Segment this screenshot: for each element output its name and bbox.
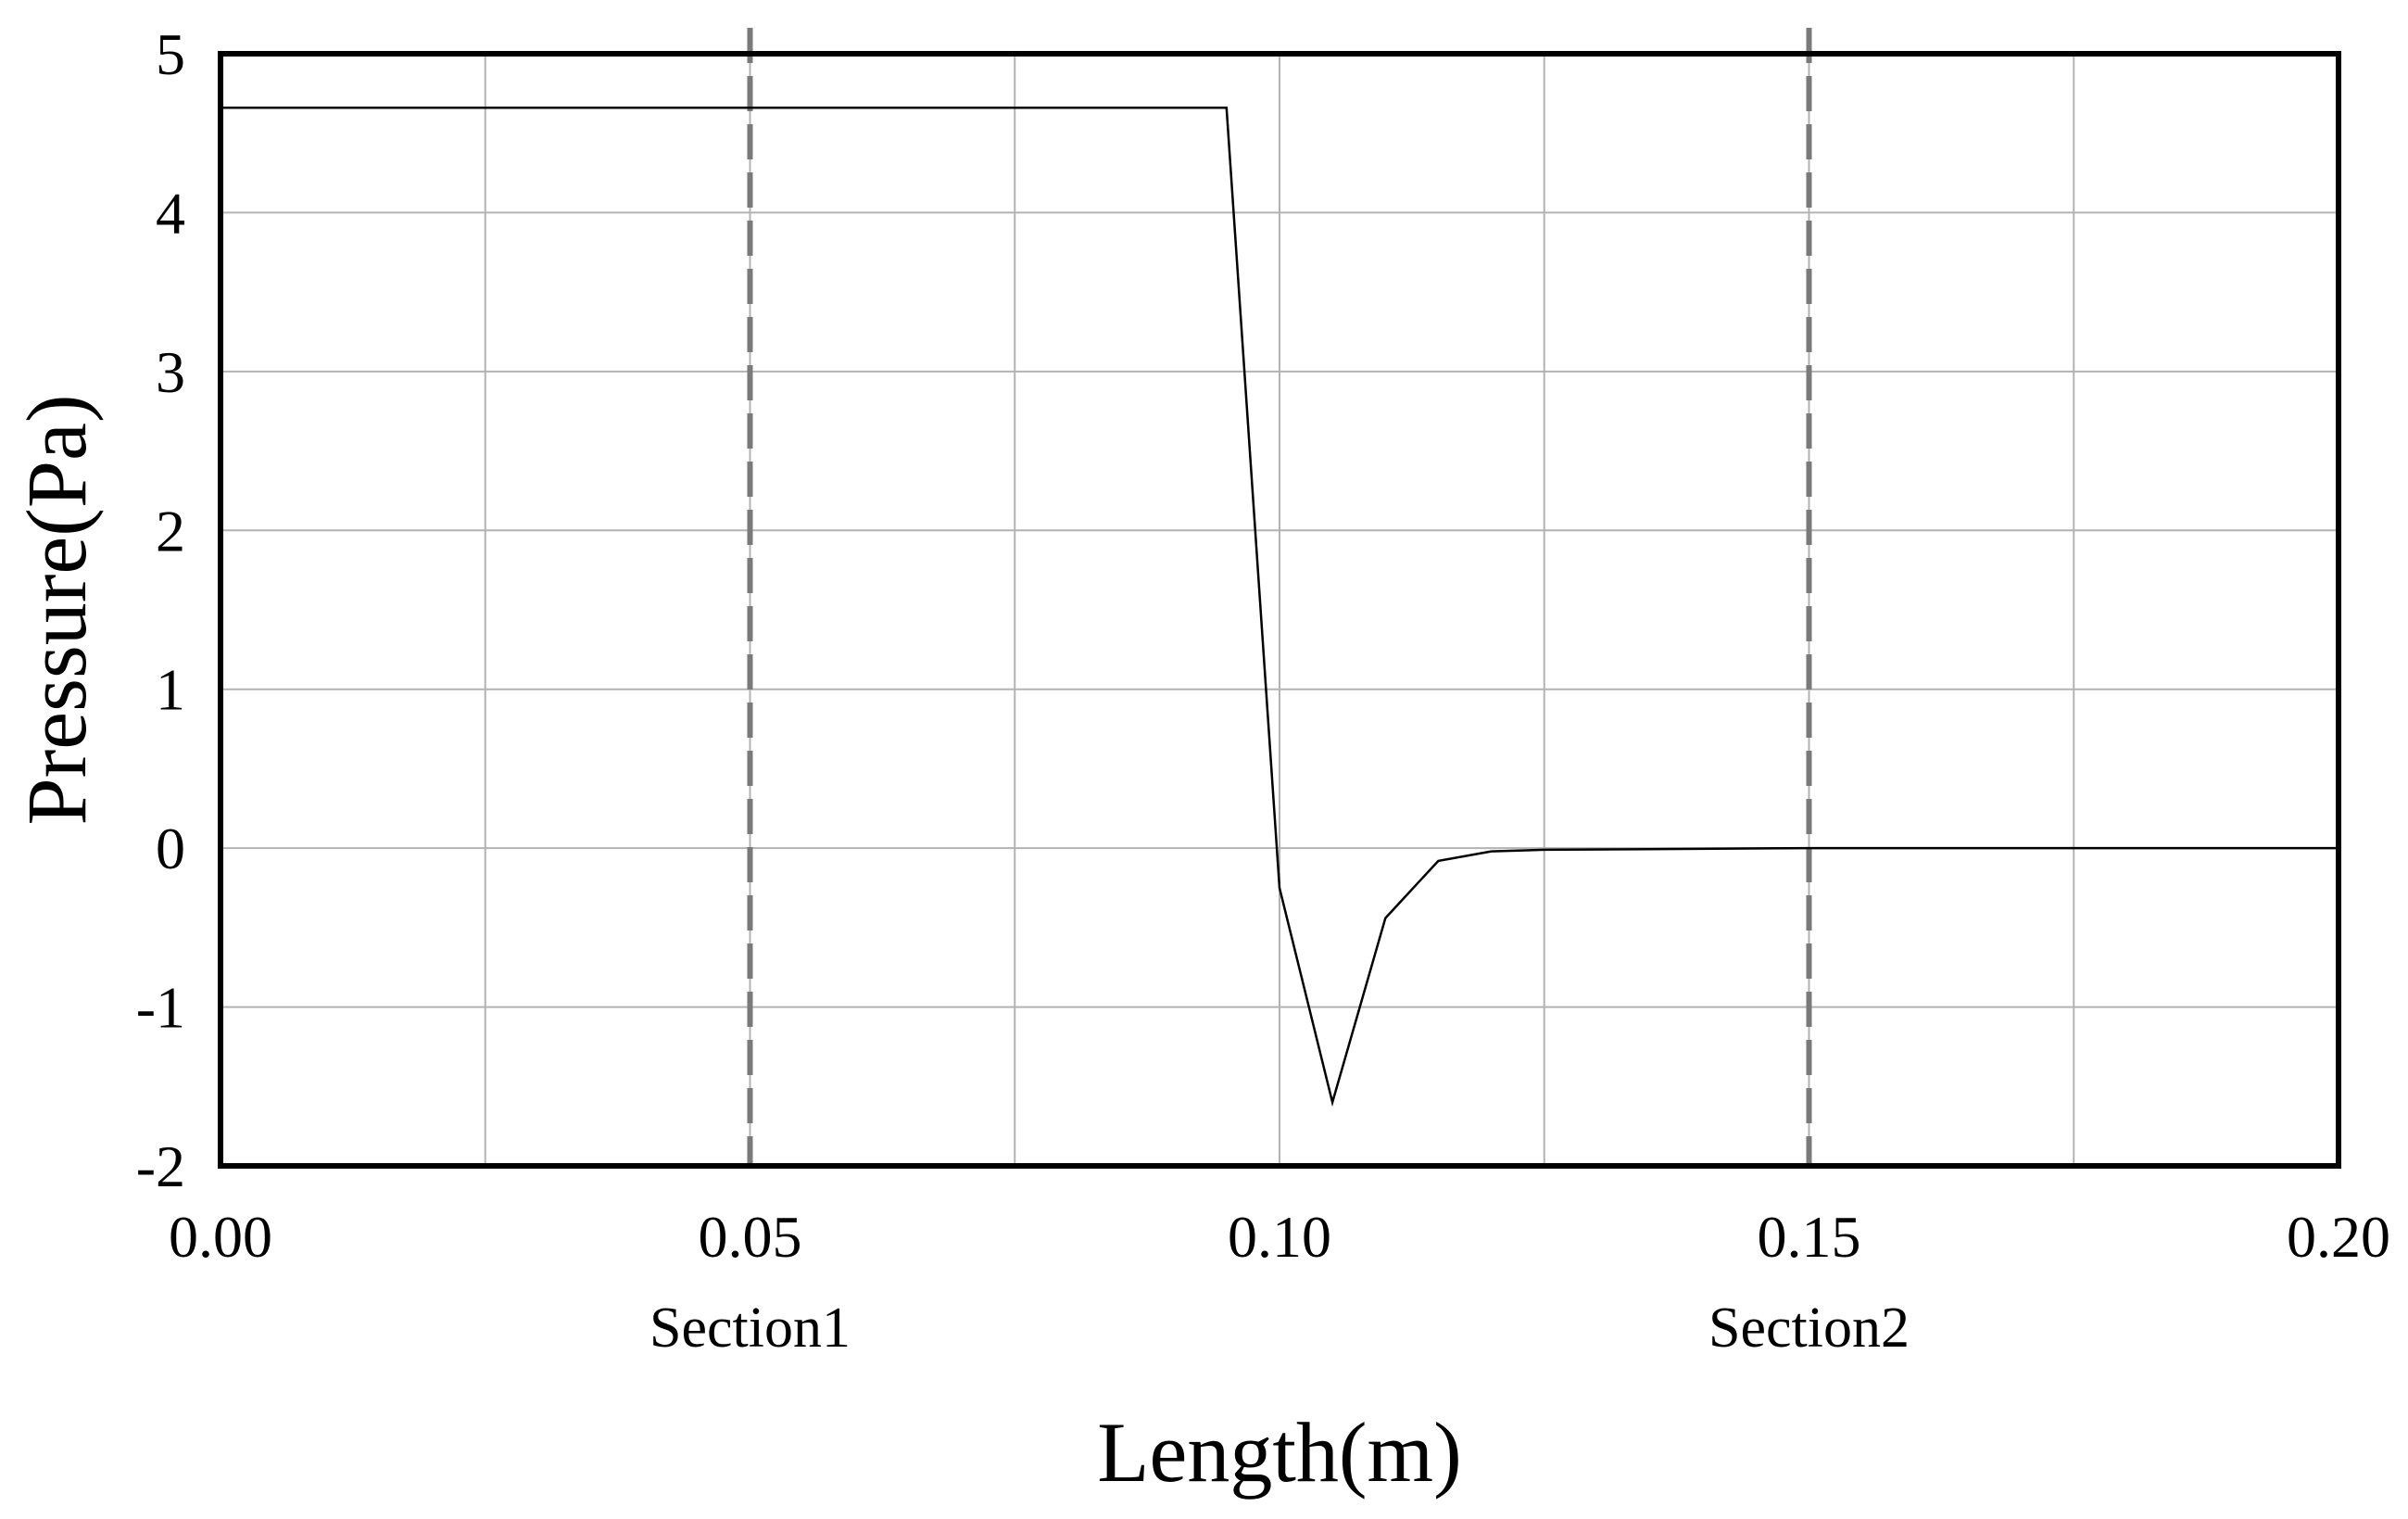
section-markers <box>747 28 1812 1166</box>
y-tick-label-4: 1 <box>156 657 185 723</box>
section-label-1: Section1 <box>649 1297 851 1360</box>
y-tick-label-0: 5 <box>156 21 185 87</box>
y-tick-label-3: 2 <box>156 498 185 563</box>
y-tick-label-5: 0 <box>156 816 185 881</box>
x-tick-label-2: 0.10 <box>1228 1204 1331 1270</box>
section-label-2: Section2 <box>1708 1297 1910 1360</box>
plot-frame <box>218 51 2341 1169</box>
x-tick-labels: 0.00 0.05 0.10 0.15 0.20 <box>169 1204 2390 1270</box>
y-axis-title: Pressure(Pa) <box>9 395 104 826</box>
y-tick-label-6: -1 <box>136 975 185 1041</box>
x-axis-title: Length(m) <box>1097 1405 1461 1500</box>
series-line-0 <box>221 107 2339 1108</box>
x-tick-label-0: 0.00 <box>169 1204 272 1270</box>
y-tick-label-2: 3 <box>156 339 185 405</box>
x-tick-label-3: 0.15 <box>1758 1204 1861 1270</box>
y-tick-labels: 5 4 3 2 1 0 -1 -2 <box>136 21 185 1199</box>
grid-lines <box>220 53 2339 1167</box>
y-tick-label-1: 4 <box>156 180 185 246</box>
y-tick-label-7: -2 <box>136 1133 185 1199</box>
x-tick-label-4: 0.20 <box>2287 1204 2390 1270</box>
section-labels: Section1 Section2 <box>649 1297 1910 1360</box>
x-tick-label-1: 0.05 <box>699 1204 802 1270</box>
series-layer <box>221 107 2339 1108</box>
